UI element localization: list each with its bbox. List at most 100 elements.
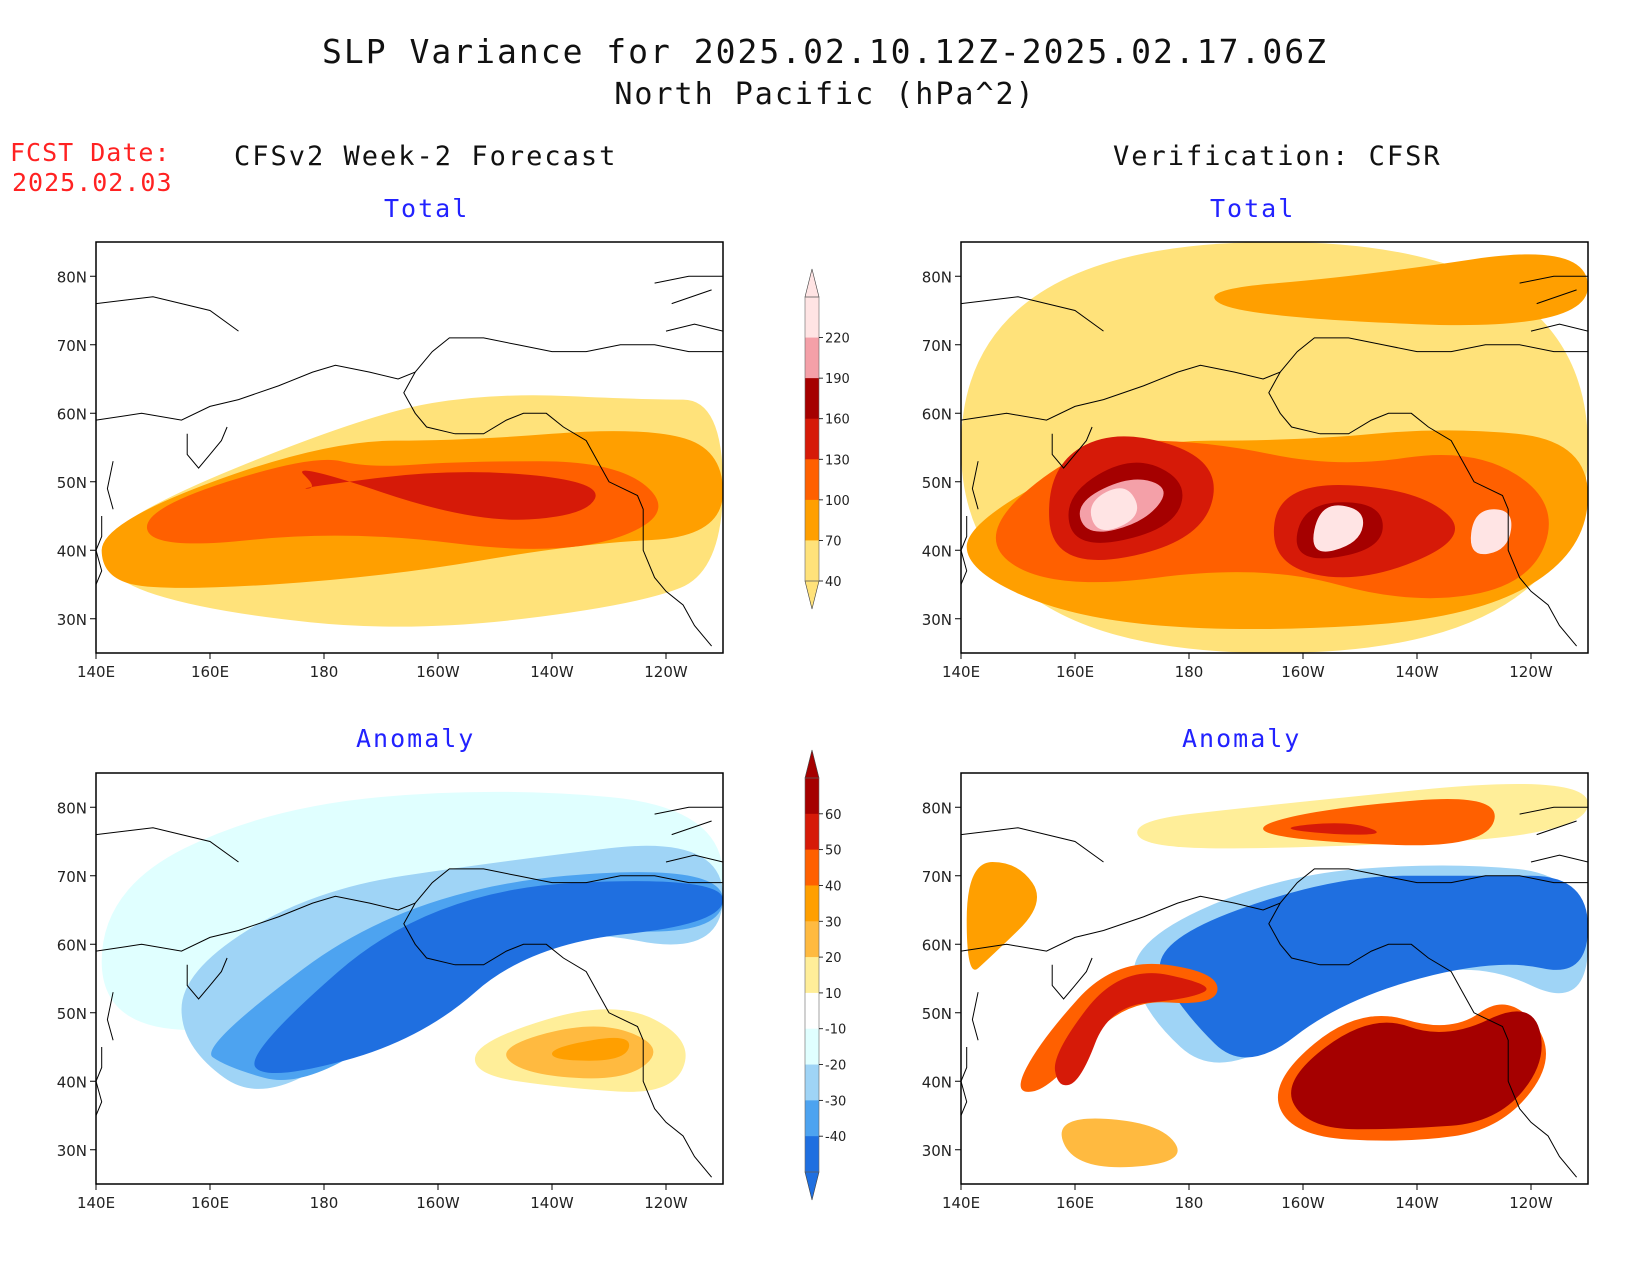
colorbar-arrow-top — [804, 749, 820, 779]
coastline-8 — [665, 854, 723, 863]
contour-region-11 — [1470, 509, 1512, 555]
lon-tick-label: 140E — [942, 1194, 980, 1212]
lat-tick-label: 80N — [57, 799, 87, 817]
colorbar-swatch — [805, 849, 819, 886]
colorbar-frame — [804, 777, 820, 1173]
lon-tick-label: 140E — [942, 663, 980, 681]
right-column-title: Verification: CFSR — [1113, 141, 1442, 172]
colorbar-swatch — [805, 459, 819, 501]
figure-subtitle: North Pacific (hPa^2) — [614, 77, 1036, 112]
coastline-3 — [971, 992, 979, 1041]
lon-tick-label: 120W — [644, 1194, 688, 1212]
lat-tick-label: 50N — [922, 1005, 952, 1023]
colorbar-swatch — [805, 1136, 819, 1173]
coastline-1 — [403, 371, 712, 647]
colorbar-swatch — [805, 778, 819, 815]
lat-tick-label: 70N — [57, 868, 87, 886]
coastline-6 — [1519, 806, 1588, 815]
contour-region-9 — [1291, 1011, 1542, 1130]
lon-tick-label: 140W — [1395, 663, 1439, 681]
coastline-4 — [96, 1047, 103, 1116]
colorbar-swatch — [805, 297, 819, 339]
fcst-date-label: FCST Date: — [10, 138, 171, 167]
colorbar-label: -40 — [825, 1130, 846, 1145]
lat-tick-label: 70N — [57, 337, 87, 355]
lon-tick-label: 160E — [1056, 663, 1094, 681]
lat-tick-label: 50N — [57, 474, 87, 492]
lat-tick-label: 80N — [922, 268, 952, 286]
colorbar-arrow-bottom — [804, 580, 820, 610]
coastline-8 — [1530, 323, 1588, 332]
coastline-8 — [665, 323, 723, 332]
lat-tick-label: 60N — [57, 405, 87, 423]
coastline-1 — [1268, 371, 1577, 647]
lon-tick-label: 120W — [644, 663, 688, 681]
colorbar-label: 70 — [825, 534, 842, 549]
colorbar-anomaly: 60 50 40 30 20 10 -10 -20 -30 -40 — [804, 749, 846, 1201]
map-panel-verification-total: 140E 160E 180 160W 140W 120W 80N 70N 60N 50N 40N 30… — [922, 241, 1589, 681]
lat-tick-label: 40N — [57, 1073, 87, 1091]
panel-title-forecast-total: Total — [384, 194, 470, 223]
contour-region-3 — [302, 470, 596, 520]
lat-tick-label: 30N — [922, 1142, 952, 1160]
lat-tick-label: 50N — [57, 1005, 87, 1023]
map-panel-verification-anomaly: 140E 160E 180 160W 140W 120W 80N 70N 60N 50N 40N 30… — [922, 772, 1589, 1212]
contour-region-5 — [966, 862, 1038, 970]
coastline-4 — [96, 516, 103, 585]
colorbar-swatch — [805, 418, 819, 460]
map-frame — [95, 772, 724, 1185]
colorbar-swatch — [805, 813, 819, 851]
contour-region-7 — [1054, 973, 1207, 1086]
coastline-3 — [106, 992, 114, 1041]
coastline-1 — [1268, 902, 1577, 1178]
coastline-1 — [403, 902, 712, 1178]
lat-tick-label: 60N — [57, 936, 87, 954]
colorbar-frame — [804, 296, 820, 582]
colorbar-swatch — [805, 337, 819, 379]
colorbar-label: 10 — [825, 987, 842, 1002]
coastline-7 — [1536, 289, 1577, 305]
lon-tick-label: 140E — [77, 663, 115, 681]
contour-region-1 — [1214, 254, 1588, 326]
lon-tick-label: 160W — [416, 663, 460, 681]
contour-region-10 — [1061, 1118, 1178, 1168]
contour-region-10 — [1313, 505, 1364, 552]
colorbar-swatch — [805, 885, 819, 922]
colorbar-swatch — [805, 1100, 819, 1137]
colorbar-label: 190 — [825, 372, 850, 387]
lat-tick-label: 70N — [922, 337, 952, 355]
lon-tick-label: 180 — [310, 663, 339, 681]
colorbar-swatch — [805, 957, 819, 994]
coastline-7 — [671, 289, 712, 305]
contour-region-1 — [1263, 799, 1495, 846]
lon-tick-label: 160W — [1281, 663, 1325, 681]
coastline-7 — [1536, 820, 1577, 836]
contour-region-4 — [1159, 875, 1588, 1058]
lat-tick-label: 80N — [922, 799, 952, 817]
coastline-6 — [654, 275, 723, 284]
coastline-6 — [1519, 275, 1588, 284]
lat-tick-label: 60N — [922, 405, 952, 423]
lat-tick-label: 30N — [922, 611, 952, 629]
lat-tick-label: 40N — [57, 542, 87, 560]
lon-tick-label: 160E — [191, 1194, 229, 1212]
lon-tick-label: 160E — [1056, 1194, 1094, 1212]
colorbar-label: 40 — [825, 575, 842, 590]
lon-tick-label: 160W — [416, 1194, 460, 1212]
lat-tick-label: 60N — [922, 936, 952, 954]
lon-tick-label: 140W — [530, 663, 574, 681]
panel-title-verification-total: Total — [1210, 194, 1296, 223]
colorbar-swatch — [805, 921, 819, 958]
lat-tick-label: 80N — [57, 268, 87, 286]
colorbar-label: 20 — [825, 951, 842, 966]
lat-tick-label: 30N — [57, 1142, 87, 1160]
lat-tick-label: 40N — [922, 542, 952, 560]
colorbar-arrow-top — [804, 268, 820, 298]
colorbar-label: -10 — [825, 1023, 846, 1038]
colorbar-label: -20 — [825, 1059, 846, 1074]
colorbar-swatch — [805, 992, 819, 1030]
coastline-2 — [186, 426, 228, 469]
left-column-title: CFSv2 Week-2 Forecast — [234, 141, 618, 172]
contour-region-2 — [1290, 823, 1377, 835]
colorbar-label: 220 — [825, 332, 850, 347]
